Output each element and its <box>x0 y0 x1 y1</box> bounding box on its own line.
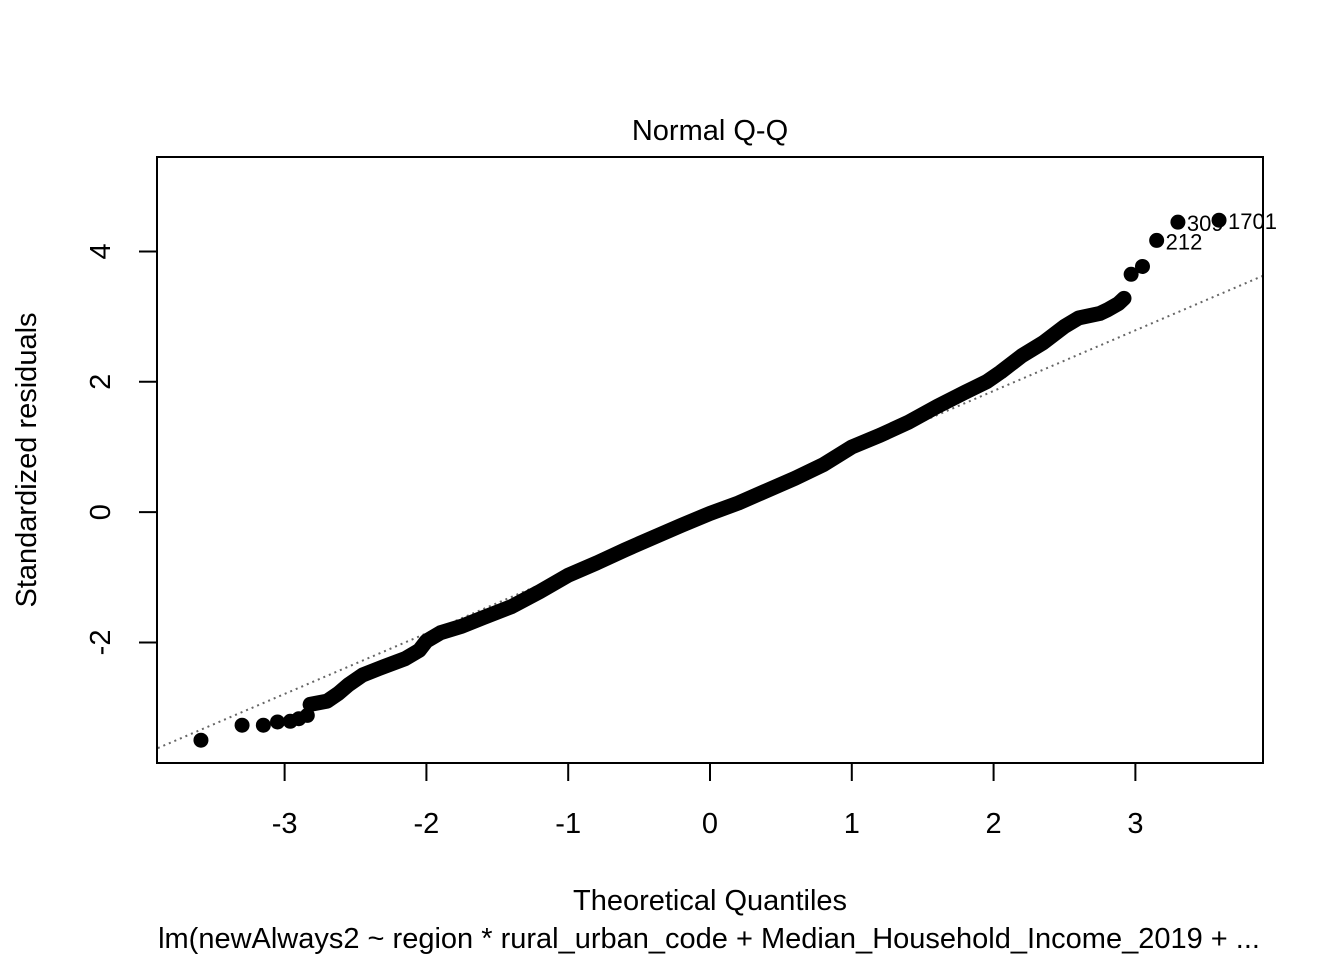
y-tick-label: -2 <box>85 630 117 656</box>
x-tick-label: 0 <box>702 808 718 840</box>
outlier-point-1701 <box>1211 212 1227 228</box>
data-point <box>193 732 209 748</box>
outlier-label-1701: 1701 <box>1228 209 1277 234</box>
y-tick-label: 2 <box>85 374 117 390</box>
data-point <box>299 707 315 723</box>
x-tick-label: -1 <box>555 808 581 840</box>
outlier-point-212 <box>1149 232 1165 248</box>
y-axis-label: Standardized residuals <box>11 312 43 607</box>
data-point <box>234 717 250 733</box>
plot-frame <box>156 156 1264 764</box>
quantile-curve <box>302 290 1132 712</box>
data-point <box>270 714 286 730</box>
x-tick-label: 2 <box>986 808 1002 840</box>
x-axis: -3 -2 -1 0 1 2 3 <box>272 762 1143 840</box>
y-tick-label: 0 <box>85 504 117 520</box>
model-formula: lm(newAlways2 ~ region * rural_urban_cod… <box>158 923 1260 955</box>
quantile-curve-group <box>302 290 1132 712</box>
outlier-point-309 <box>1170 214 1186 230</box>
x-tick-label: 3 <box>1127 808 1143 840</box>
data-point <box>1123 266 1139 282</box>
x-tick-label: 1 <box>844 808 860 840</box>
x-tick-label: -3 <box>272 808 298 840</box>
y-tick-label: 4 <box>85 243 117 259</box>
outlier-label-212: 212 <box>1166 229 1203 254</box>
x-axis-label: Theoretical Quantiles <box>573 885 847 917</box>
y-axis: -2 0 2 4 <box>85 243 158 656</box>
data-point <box>255 717 271 733</box>
data-point <box>1134 258 1150 274</box>
chart-title: Normal Q-Q <box>632 115 788 147</box>
points-group <box>193 258 1150 748</box>
x-tick-label: -2 <box>414 808 440 840</box>
